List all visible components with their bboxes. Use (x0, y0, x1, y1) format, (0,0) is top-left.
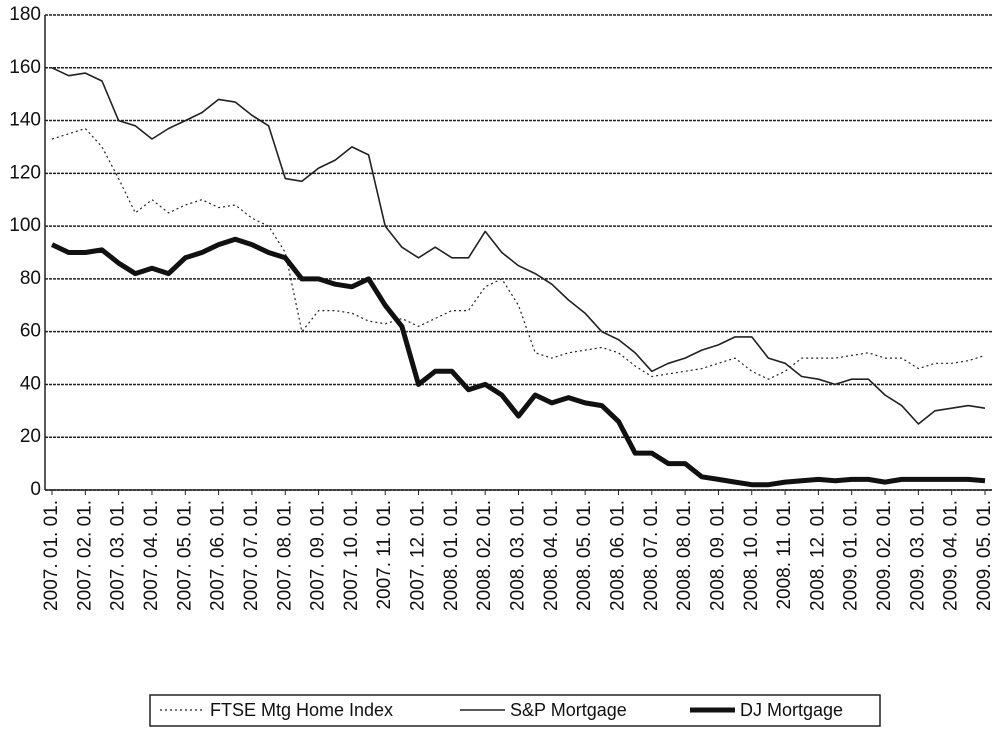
legend-box (149, 694, 881, 727)
x-tick-label: 2008. 03. 01. (508, 500, 529, 611)
x-tick-label: 2007. 01. 01. (41, 500, 62, 611)
y-tick-label: 120 (9, 162, 41, 183)
legend: FTSE Mtg Home Index S&P Mortgage DJ Mortga… (149, 694, 881, 727)
y-tick-label: 80 (20, 268, 41, 289)
x-tick-label: 2007. 04. 01. (141, 500, 162, 611)
x-tick-label: 2008. 09. 01. (707, 500, 728, 611)
x-tick-label: 2008. 02. 01. (474, 500, 495, 611)
x-tick-label: 2009. 02. 01. (874, 500, 895, 611)
x-tick-label: 2008. 07. 01. (641, 500, 662, 611)
x-tick-label: 2008. 12. 01. (807, 500, 828, 611)
x-tick-label: 2008. 06. 01. (607, 500, 628, 611)
x-tick-label: 2007. 02. 01. (74, 500, 95, 611)
y-tick-label: 40 (20, 373, 41, 394)
x-tick-label: 2007. 05. 01. (174, 500, 195, 611)
y-tick-label: 160 (9, 57, 41, 78)
legend-label: S&P Mortgage (510, 700, 627, 720)
x-tick-label: 2007. 03. 01. (108, 500, 129, 611)
x-tick-label: 2008. 04. 01. (541, 500, 562, 611)
x-tick-label: 2008. 08. 01. (674, 500, 695, 611)
x-tick-label: 2008. 05. 01. (574, 500, 595, 611)
x-tick-label: 2007. 07. 01. (241, 500, 262, 611)
x-tick-label: 2008. 01. 01. (441, 500, 462, 611)
x-tick-label: 2007. 11. 01. (374, 500, 395, 610)
x-tick-label: 2009. 04. 01. (941, 500, 962, 611)
legend-label: DJ Mortgage (740, 700, 843, 720)
x-tick-label: 2009. 05. 01. (974, 500, 995, 611)
line-series (50, 236, 986, 488)
y-tick-label: 60 (20, 321, 41, 342)
x-tick-label: 2008. 10. 01. (741, 500, 762, 611)
line-series (51, 67, 986, 425)
x-tick-label: 2007. 08. 01. (274, 500, 295, 611)
x-tick-label: 2008. 11. 01. (774, 500, 795, 610)
x-tick-label: 2007. 09. 01. (308, 500, 329, 611)
y-tick-label: 180 (9, 4, 41, 25)
legend-label: FTSE Mtg Home Index (210, 700, 393, 720)
y-tick-label: 140 (9, 110, 41, 131)
y-tick-label: 100 (9, 215, 41, 236)
x-tick-label: 2009. 03. 01. (907, 500, 928, 611)
y-tick-label: 20 (20, 426, 41, 447)
x-tick-label: 2009. 01. 01. (841, 500, 862, 611)
x-tick-label: 2007. 10. 01. (341, 500, 362, 611)
x-tick-label: 2007. 06. 01. (208, 500, 229, 611)
y-tick-label: 0 (30, 479, 41, 500)
x-tick-label: 2007. 12. 01. (408, 500, 429, 611)
